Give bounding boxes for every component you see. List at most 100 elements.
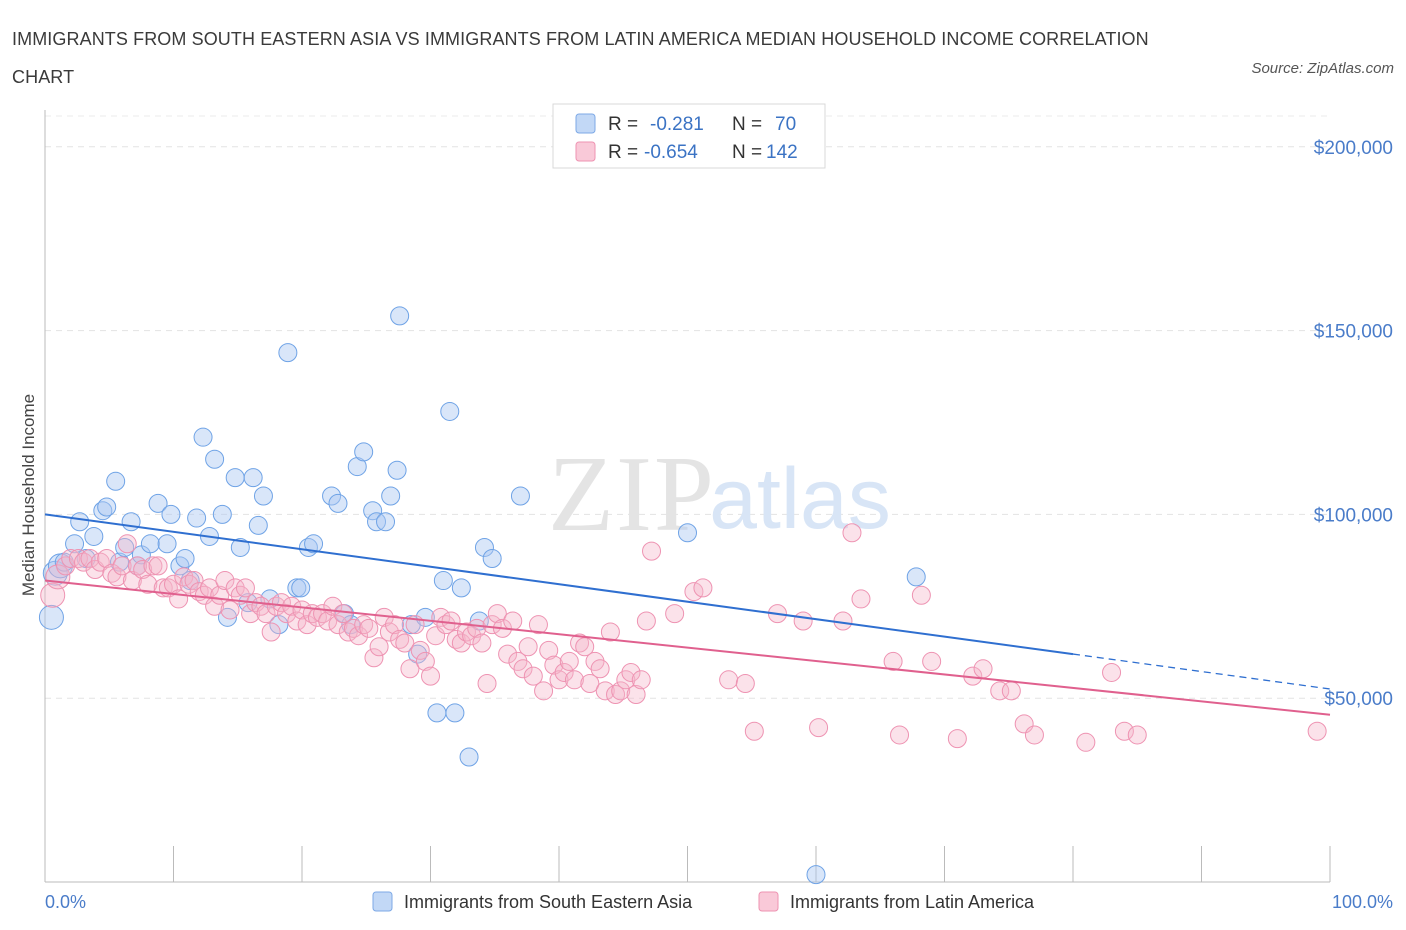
point-series1-85: [487, 604, 507, 624]
point-series1-94: [534, 681, 554, 701]
point-series1-112: [626, 685, 646, 705]
point-series1-11: [107, 567, 127, 587]
point-series1-96: [544, 655, 564, 675]
point-series1-79: [456, 622, 476, 642]
point-series1-106: [595, 681, 615, 701]
point-series1-13: [117, 534, 137, 554]
point-series1-105: [590, 659, 610, 679]
y-tick-label-1: $100,000: [1314, 505, 1393, 526]
point-series1-75: [436, 615, 456, 635]
point-series1-120: [735, 673, 755, 693]
point-series0-26: [205, 449, 225, 469]
watermark-atlas: atlas: [709, 451, 891, 547]
legend-r-value-1: -0.654: [644, 142, 698, 163]
point-series1-143: [1307, 721, 1327, 741]
point-series1-4: [68, 548, 88, 568]
point-series0-19: [161, 504, 181, 524]
point-series1-107: [600, 622, 620, 642]
point-series1-71: [415, 651, 435, 671]
series-south-eastern-asia: [38, 306, 926, 885]
chart-source: Source: ZipAtlas.com: [1251, 60, 1394, 77]
point-series1-84: [482, 615, 502, 635]
point-series1-47: [292, 600, 312, 620]
y-axis-ticks: $50,000 $100,000 $150,000 $200,000: [1314, 138, 1393, 710]
point-series1-109: [611, 681, 631, 701]
point-series1-140: [1102, 662, 1122, 682]
point-series1-99: [559, 651, 579, 671]
point-series0-55: [408, 644, 428, 664]
point-series1-15: [128, 556, 148, 576]
point-series1-67: [395, 633, 415, 653]
point-series1-87: [498, 644, 518, 664]
point-series0-39: [291, 578, 311, 598]
point-series1-111: [621, 662, 641, 682]
bottom-legend-label-1: Immigrants from Latin America: [790, 892, 1035, 912]
point-series0-21: [175, 548, 195, 568]
point-series0-37: [278, 343, 298, 363]
point-series0-65: [482, 548, 502, 568]
watermark: ZIP atlas: [548, 435, 891, 554]
point-series1-16: [133, 560, 153, 580]
legend-r-label-0: R =: [608, 114, 638, 135]
point-series1-135: [990, 681, 1010, 701]
point-series0-41: [304, 534, 324, 554]
point-series0-34: [253, 486, 273, 506]
point-series1-118: [693, 578, 713, 598]
point-series1-142: [1127, 725, 1147, 745]
legend-r-value-0: -0.281: [650, 114, 704, 135]
point-series1-5: [74, 552, 94, 572]
point-series1-55: [333, 604, 353, 624]
point-series0-58: [433, 571, 453, 591]
y-tick-label-3: $200,000: [1314, 138, 1393, 159]
point-series0-18: [157, 534, 177, 554]
axes: [44, 110, 1331, 883]
point-series1-17: [138, 574, 158, 594]
point-series0-4: [65, 534, 85, 554]
point-series1-81: [467, 618, 487, 638]
point-series1-33: [220, 600, 240, 620]
point-series0-42: [322, 486, 342, 506]
point-series1-134: [973, 659, 993, 679]
point-series0-64: [474, 537, 494, 557]
bottom-legend-swatch-0: [372, 891, 393, 912]
point-series1-18: [143, 556, 163, 576]
point-series0-5: [70, 512, 90, 532]
watermark-zip: ZIP: [548, 435, 716, 554]
point-series1-70: [410, 640, 430, 660]
point-series1-91: [518, 637, 538, 657]
point-series1-123: [793, 611, 813, 631]
series-latin-america: [40, 523, 1327, 752]
point-series1-66: [390, 629, 410, 649]
point-series1-138: [1024, 725, 1044, 745]
point-series0-36: [269, 615, 289, 635]
point-series0-40: [298, 537, 318, 557]
point-series1-139: [1076, 732, 1096, 752]
point-series1-88: [503, 611, 523, 631]
stats-legend: R = -0.281 N = 70 R = -0.654 N = 142: [552, 103, 826, 169]
point-series0-16: [140, 534, 160, 554]
point-series0-24: [193, 427, 213, 447]
point-series1-56: [338, 622, 358, 642]
point-series0-56: [415, 607, 435, 627]
point-series1-90: [513, 659, 533, 679]
point-series0-7: [84, 526, 104, 546]
trend-line-series1: [44, 579, 1331, 716]
trend-lines: [44, 513, 1331, 716]
point-series0-28: [217, 607, 237, 627]
point-series1-126: [842, 523, 862, 543]
point-series1-130: [911, 585, 931, 605]
point-series1-119: [719, 670, 739, 690]
point-series1-62: [369, 637, 389, 657]
point-series0-29: [225, 468, 245, 488]
point-series1-116: [665, 604, 685, 624]
point-series1-131: [922, 651, 942, 671]
point-series1-12: [112, 556, 132, 576]
point-series1-121: [744, 721, 764, 741]
point-series0-27: [212, 504, 232, 524]
point-series0-33: [248, 515, 268, 535]
point-series1-136: [1001, 681, 1021, 701]
point-series1-48: [297, 615, 317, 635]
point-series0-32: [243, 468, 263, 488]
point-series1-98: [554, 662, 574, 682]
